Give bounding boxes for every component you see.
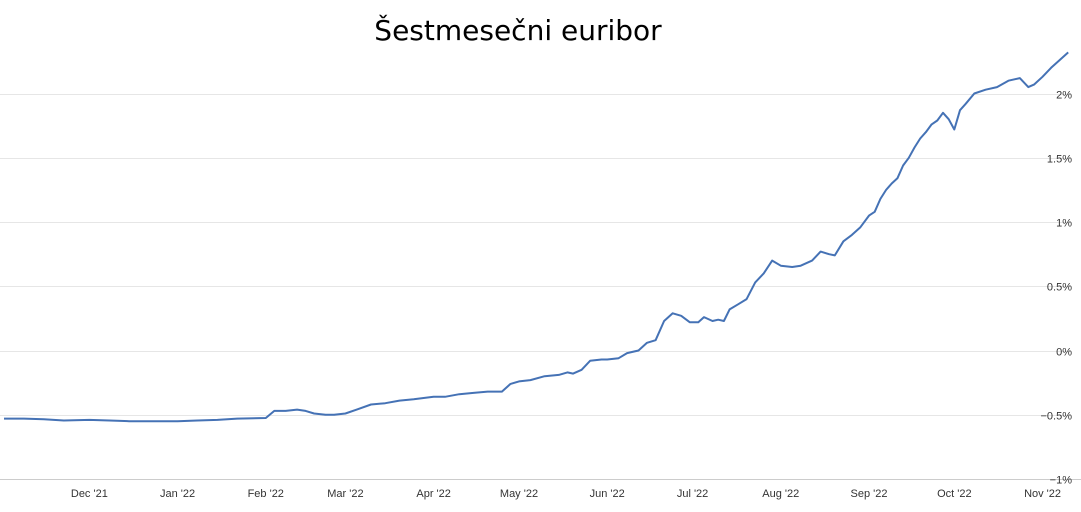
y-tick-label: −0.5% (1041, 411, 1073, 423)
x-tick-label: Sep '22 (850, 488, 887, 500)
y-tick-label: −1% (1050, 475, 1073, 487)
x-tick-label: Nov '22 (1024, 488, 1061, 500)
x-tick-label: Jan '22 (160, 488, 195, 500)
x-tick-label: Jul '22 (677, 488, 708, 500)
x-tick-label: Feb '22 (248, 488, 284, 500)
y-tick-label: 0.5% (1047, 282, 1072, 294)
series-line (4, 51, 1069, 423)
gridlines (0, 94, 1071, 416)
x-tick-label: Mar '22 (327, 488, 363, 500)
x-tick-label: Dec '21 (71, 488, 108, 500)
y-tick-label: 2% (1056, 90, 1072, 102)
series-layer (4, 51, 1069, 423)
y-tick-label: 1.5% (1047, 154, 1072, 166)
chart-title: Šestmesečni euribor (374, 14, 662, 47)
x-tick-label: May '22 (500, 488, 538, 500)
y-axis: −1% −0.5% 0% 0.5% 1% 1.5% 2% (1041, 90, 1073, 487)
x-tick-label: Jun '22 (590, 488, 625, 500)
x-tick-label: Apr '22 (416, 488, 451, 500)
y-tick-label: 1% (1056, 218, 1072, 230)
x-tick-label: Aug '22 (762, 488, 799, 500)
x-tick-label: Oct '22 (937, 488, 972, 500)
y-tick-label: 0% (1056, 347, 1072, 359)
x-tick-labels: Dec '21 Jan '22 Feb '22 Mar '22 Apr '22 May '… (71, 488, 1061, 500)
